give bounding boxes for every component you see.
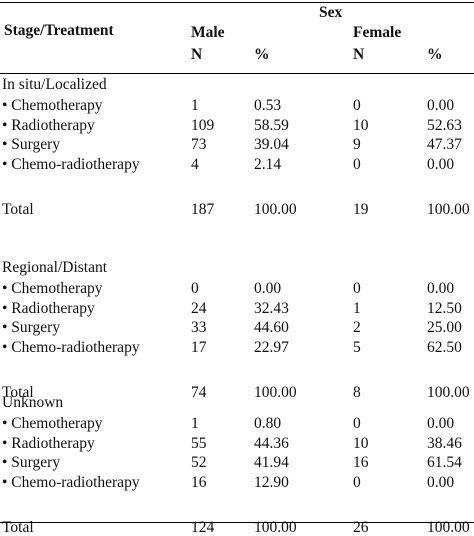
- male-n-header: N: [191, 46, 203, 63]
- male-percent-cell: 2.14: [254, 156, 282, 174]
- total-row-label: Total: [2, 201, 34, 218]
- female-n-cell: 9: [353, 136, 361, 154]
- female-n-cell: 0: [353, 97, 361, 114]
- male-n-cell: 33: [191, 319, 207, 337]
- female-n-cell: 16: [353, 454, 369, 472]
- total-male-percent-cell: 100.00: [254, 201, 297, 218]
- table-header-rule: [0, 73, 474, 74]
- male-percent-cell: 22.97: [254, 339, 289, 357]
- male-percent-cell: 44.36: [254, 434, 289, 452]
- row-label: • Chemotherapy: [2, 415, 103, 432]
- total-male-percent-cell: 100.00: [254, 384, 297, 401]
- female-n-header: N: [353, 46, 365, 63]
- male-n-cell: 4: [191, 156, 199, 174]
- female-header: Female: [353, 24, 402, 41]
- section-title: Unknown: [2, 394, 64, 411]
- female-percent-cell: 0.00: [427, 97, 455, 114]
- female-percent-cell: 0.00: [427, 474, 455, 492]
- male-n-cell: 0: [191, 280, 199, 297]
- female-n-cell: 10: [353, 434, 369, 452]
- male-n-cell: 52: [191, 454, 207, 472]
- male-n-cell: 1: [191, 415, 199, 432]
- female-n-cell: 2: [353, 319, 361, 337]
- female-percent-cell: 12.50: [427, 299, 462, 317]
- section-title: Regional/Distant: [2, 259, 108, 276]
- female-percent-cell: 0.00: [427, 280, 455, 297]
- male-n-cell: 24: [191, 299, 207, 317]
- male-header: Male: [191, 24, 225, 41]
- female-n-cell: 1: [353, 299, 361, 317]
- female-n-cell: 0: [353, 415, 361, 432]
- sex-header: Sex: [319, 4, 343, 21]
- female-n-cell: 0: [353, 474, 361, 492]
- female-percent-cell: 52.63: [427, 116, 462, 134]
- total-female-n-cell: 8: [353, 384, 361, 401]
- female-n-cell: 0: [353, 156, 361, 174]
- male-n-cell: 1: [191, 97, 199, 114]
- female-percent-header: %: [427, 46, 443, 63]
- male-percent-cell: 0.53: [254, 97, 282, 114]
- female-percent-cell: 0.00: [427, 415, 455, 432]
- row-label: • Chemotherapy: [2, 280, 103, 297]
- row-label: • Chemo-radiotherapy: [2, 474, 140, 492]
- male-percent-cell: 58.59: [254, 116, 289, 134]
- row-label: • Chemo-radiotherapy: [2, 156, 140, 174]
- row-label: • Surgery: [2, 136, 61, 154]
- female-percent-cell: 0.00: [427, 156, 455, 174]
- male-percent-cell: 44.60: [254, 319, 289, 337]
- total-row-label: Total: [2, 384, 34, 401]
- male-n-cell: 109: [191, 116, 215, 134]
- row-label: • Chemotherapy: [2, 97, 103, 114]
- total-male-n-cell: 74: [191, 384, 207, 401]
- male-percent-cell: 0.00: [254, 280, 282, 297]
- total-male-n-cell: 187: [191, 201, 215, 218]
- section-title: In situ/Localized: [2, 76, 107, 93]
- male-percent-cell: 32.43: [254, 299, 289, 317]
- female-percent-cell: 25.00: [427, 319, 462, 337]
- total-female-percent-cell: 100.00: [427, 384, 470, 401]
- row-label: • Chemo-radiotherapy: [2, 339, 140, 357]
- male-n-cell: 73: [191, 136, 207, 154]
- stage-treatment-header: Stage/Treatment: [4, 22, 114, 39]
- row-label: • Radiotherapy: [2, 116, 95, 134]
- female-n-cell: 0: [353, 280, 361, 297]
- male-n-cell: 55: [191, 434, 207, 452]
- table-top-rule: [0, 2, 474, 3]
- row-label: • Radiotherapy: [2, 299, 95, 317]
- row-label: • Surgery: [2, 319, 61, 337]
- male-n-cell: 17: [191, 339, 207, 357]
- male-percent-cell: 0.80: [254, 415, 282, 432]
- female-n-cell: 10: [353, 116, 369, 134]
- female-percent-cell: 61.54: [427, 454, 462, 472]
- row-label: • Surgery: [2, 454, 61, 472]
- female-percent-cell: 62.50: [427, 339, 462, 357]
- female-n-cell: 5: [353, 339, 361, 357]
- total-female-percent-cell: 100.00: [427, 201, 470, 218]
- male-percent-cell: 39.04: [254, 136, 289, 154]
- male-percent-header: %: [254, 46, 270, 63]
- female-percent-cell: 47.37: [427, 136, 462, 154]
- male-percent-cell: 41.94: [254, 454, 289, 472]
- table-bottom-rule: [0, 522, 474, 523]
- row-label: • Radiotherapy: [2, 434, 95, 452]
- male-n-cell: 16: [191, 474, 207, 492]
- female-percent-cell: 38.46: [427, 434, 462, 452]
- male-percent-cell: 12.90: [254, 474, 289, 492]
- total-female-n-cell: 19: [353, 201, 369, 218]
